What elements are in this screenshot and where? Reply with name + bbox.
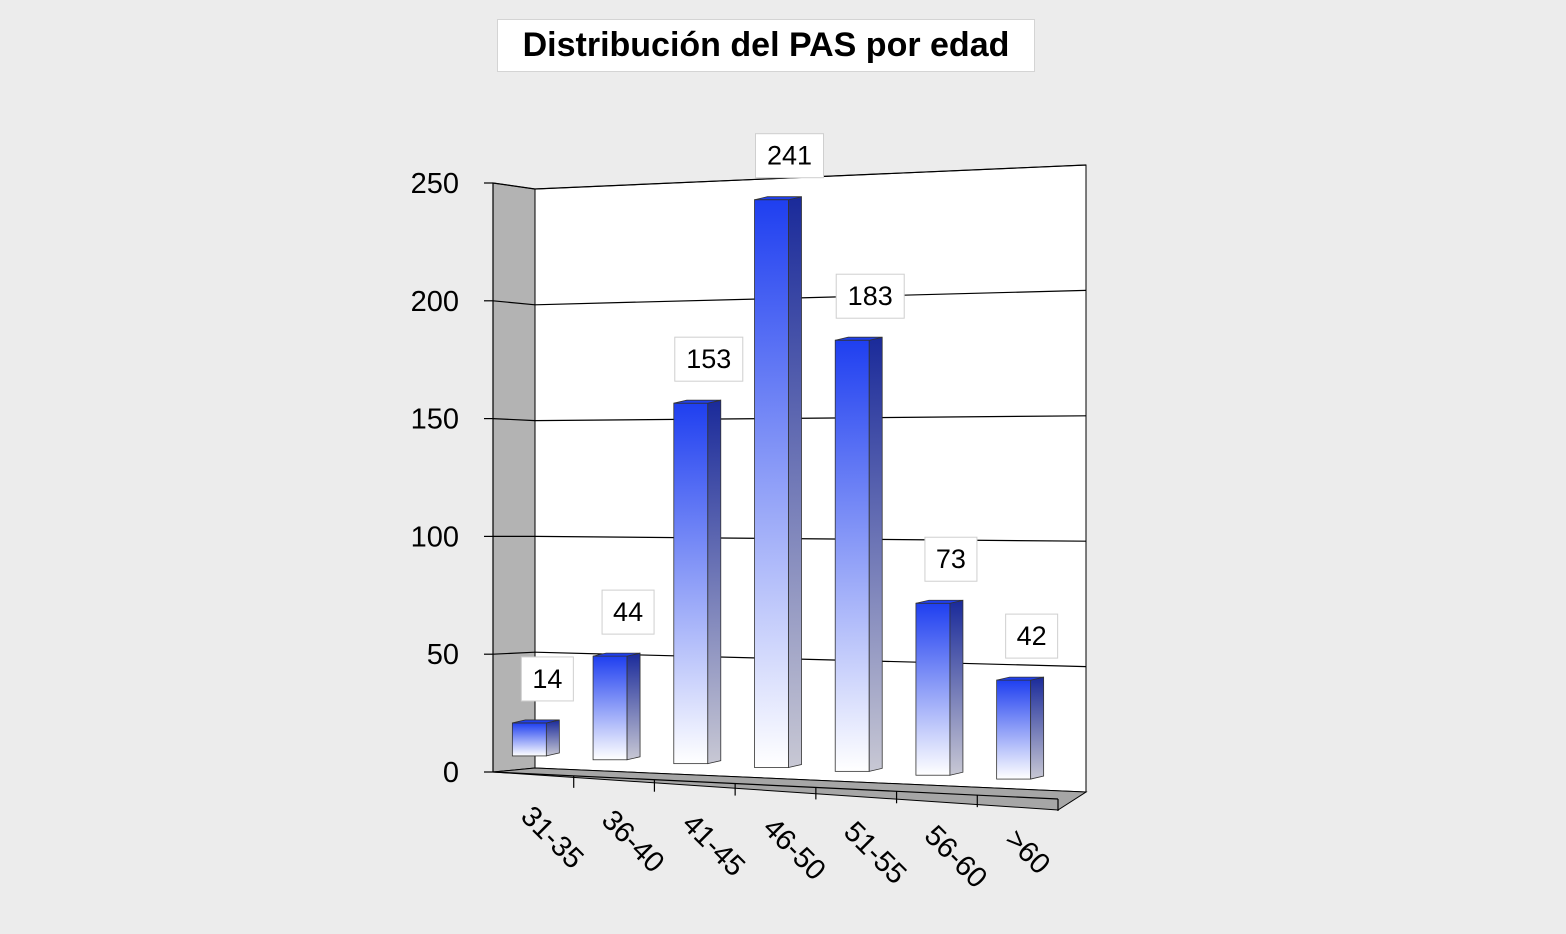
bar-top (673, 399, 721, 404)
bar-side (868, 336, 883, 772)
bar-top (592, 652, 641, 657)
x-tick-label: 31-35 (514, 800, 589, 875)
bar (915, 602, 951, 776)
data-label-box (924, 536, 978, 582)
x-tick-label: 51-55 (837, 816, 912, 891)
chart-title: Distribución del PAS por edad (497, 19, 1035, 72)
data-label: 14 (532, 664, 562, 694)
bars (511, 196, 1045, 780)
y-tick-label: 50 (427, 639, 459, 671)
bar-top (835, 336, 883, 341)
bar-top (754, 196, 802, 201)
gridline-side (492, 651, 536, 655)
bar-side (626, 652, 641, 761)
x-tick-label: 56-60 (918, 820, 993, 895)
bar (673, 402, 709, 765)
gridline-side (492, 300, 536, 306)
gridline-side (492, 418, 536, 422)
data-label-box (601, 589, 655, 635)
data-label-box (835, 273, 905, 319)
data-label-box (1005, 613, 1059, 659)
bar (592, 655, 628, 761)
data-label-box (755, 133, 824, 179)
bar-side (1030, 676, 1045, 780)
bar-side (545, 719, 560, 757)
gridline-back (534, 535, 1087, 542)
y-tick-label: 250 (411, 168, 459, 200)
gridline-back (534, 415, 1087, 422)
y-tick-label: 150 (411, 404, 459, 436)
data-label: 241 (767, 141, 812, 171)
bar (996, 679, 1032, 780)
data-label: 153 (686, 344, 731, 374)
data-label: 183 (848, 281, 893, 311)
bar-top (512, 719, 560, 724)
data-labels: 14 44 153 241 183 73 42 (520, 133, 1059, 702)
bar-top (996, 676, 1044, 681)
gridline-back (534, 289, 1087, 306)
data-label: 44 (613, 597, 643, 627)
y-tick-label: 0 (443, 757, 459, 789)
gridline-side (492, 182, 536, 190)
x-tick-label: >60 (999, 823, 1056, 880)
axes (484, 182, 1059, 811)
y-tick-label: 200 (411, 286, 459, 318)
bar-side (949, 599, 964, 776)
bar-top (915, 599, 964, 604)
data-label-box (674, 336, 744, 382)
x-tick-label: 36-40 (595, 804, 670, 879)
bar (754, 199, 789, 768)
y-tick-label: 100 (411, 521, 459, 553)
data-label: 42 (1017, 621, 1047, 651)
data-label-box (520, 656, 574, 702)
bar-side (707, 399, 722, 765)
bar (834, 339, 870, 772)
bar-side (788, 196, 802, 769)
bar (511, 722, 547, 757)
x-axis-line (492, 771, 1059, 800)
x-tick-label: 41-45 (676, 808, 751, 883)
data-label: 73 (936, 544, 966, 574)
x-tick-label: 46-50 (757, 812, 832, 887)
